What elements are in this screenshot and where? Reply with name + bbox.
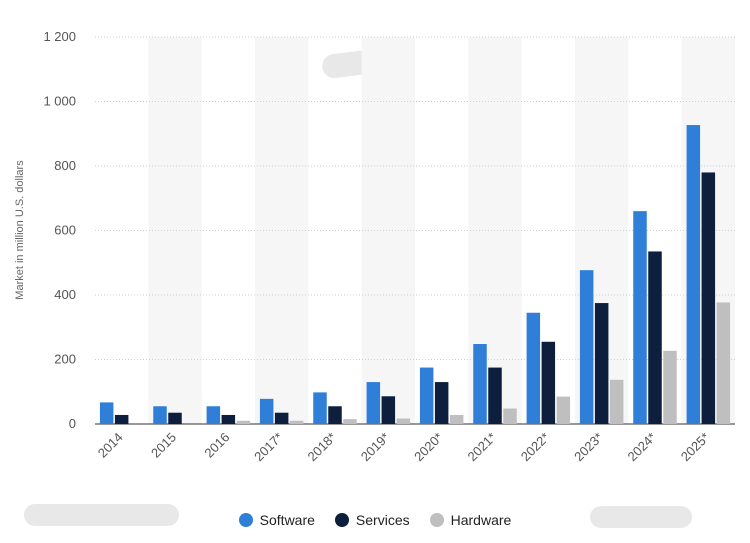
bar-services xyxy=(648,251,662,424)
y-tick-label: 800 xyxy=(54,158,76,173)
legend-swatch-hardware xyxy=(429,513,444,527)
bar-hardware xyxy=(396,418,411,424)
bar-services xyxy=(488,367,502,424)
bar-software xyxy=(633,211,647,424)
x-tick-label: 2023* xyxy=(571,430,606,465)
bar-software xyxy=(153,406,167,424)
y-tick-label: 1 000 xyxy=(43,94,76,109)
x-tick-label: 2014 xyxy=(95,430,126,461)
legend: Software Services Hardware xyxy=(0,512,750,528)
blurred-watermark-bottom-left xyxy=(24,504,179,526)
bar-hardware xyxy=(343,419,357,424)
bar-software xyxy=(99,402,114,424)
bar-software xyxy=(526,312,541,424)
x-tick-label: 2025* xyxy=(678,430,713,465)
bar-services xyxy=(434,382,449,424)
bar-services xyxy=(701,172,716,424)
y-tick-label: 400 xyxy=(54,287,76,302)
bar-services xyxy=(594,303,609,424)
bar-hardware xyxy=(556,396,571,424)
y-tick-label: 1 200 xyxy=(43,29,76,44)
legend-item-hardware[interactable]: Hardware xyxy=(429,512,512,528)
bar-software xyxy=(259,398,274,424)
bar-software xyxy=(419,367,434,424)
legend-swatch-services xyxy=(334,513,349,527)
bar-hardware xyxy=(503,408,517,424)
bar-software xyxy=(686,125,701,424)
legend-item-services[interactable]: Services xyxy=(334,512,410,528)
legend-label-services: Services xyxy=(355,512,410,528)
x-tick-label: 2018* xyxy=(304,430,339,465)
bar-software xyxy=(206,406,221,424)
x-tick-label: 2015 xyxy=(148,430,179,461)
x-tick-label: 2020* xyxy=(411,430,446,465)
bar-chart: 0 200 400 600 800 1 000 1 200 2014 2015 2016 2017*… xyxy=(14,29,735,465)
bar-services xyxy=(114,414,129,424)
bar-software xyxy=(579,270,594,424)
bar-services xyxy=(274,412,289,424)
y-axis-title: Market in million U.S. dollars xyxy=(14,160,26,300)
bar-hardware xyxy=(663,350,677,424)
bar-services xyxy=(541,341,556,424)
x-tick-label: 2019* xyxy=(358,430,393,465)
legend-label-software: Software xyxy=(259,512,315,528)
legend-label-hardware: Hardware xyxy=(450,512,512,528)
x-tick-label: 2021* xyxy=(464,430,499,465)
bar-hardware xyxy=(449,414,464,424)
y-tick-label: 200 xyxy=(54,352,76,367)
x-tick-label: 2016 xyxy=(201,430,232,461)
column-band xyxy=(361,37,415,424)
bar-services xyxy=(221,414,236,424)
bar-software xyxy=(313,392,327,424)
y-tick-label: 600 xyxy=(54,223,76,238)
legend-swatch-software xyxy=(238,513,253,527)
column-band xyxy=(148,37,202,424)
x-tick-label: 2022* xyxy=(518,430,553,465)
bar-hardware xyxy=(716,302,731,424)
bar-software xyxy=(366,382,381,424)
x-tick-label: 2017* xyxy=(251,430,286,465)
bar-hardware xyxy=(236,420,251,424)
bar-services xyxy=(381,396,396,424)
bar-software xyxy=(473,344,487,424)
blurred-watermark-bottom-right xyxy=(590,506,692,528)
x-tick-label: 2024* xyxy=(624,430,659,465)
bar-hardware xyxy=(289,420,304,424)
bar-services xyxy=(168,412,182,424)
y-tick-label: 0 xyxy=(69,416,76,431)
bar-services xyxy=(328,406,342,424)
legend-item-software[interactable]: Software xyxy=(238,512,315,528)
bar-hardware xyxy=(609,379,624,424)
